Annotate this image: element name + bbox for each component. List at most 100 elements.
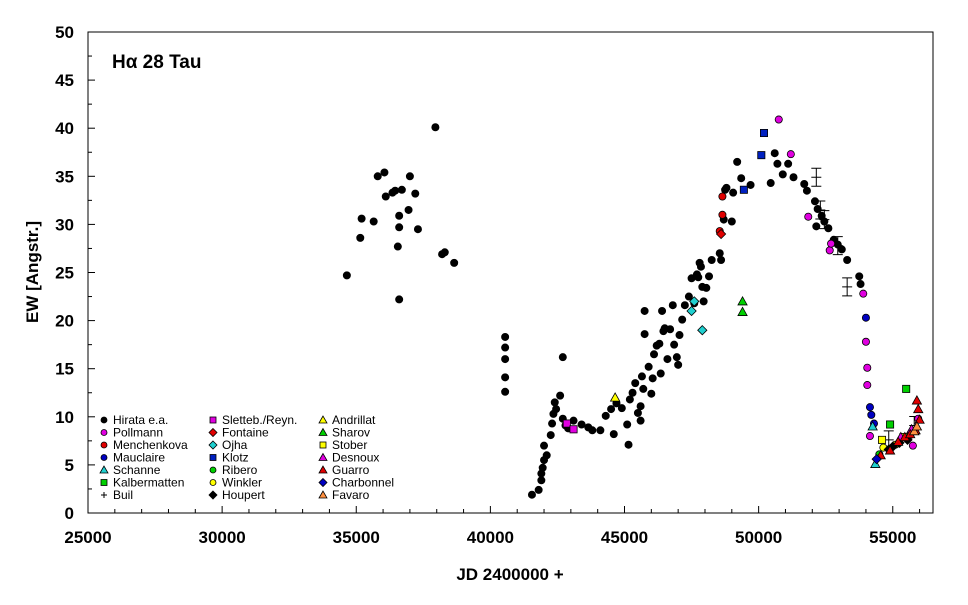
legend-label: Hirata e.a. <box>113 413 168 427</box>
data-point <box>908 425 920 436</box>
y-tick-label: 50 <box>55 23 74 42</box>
y-axis-title: EW [Angstr.] <box>23 221 42 323</box>
data-point <box>577 420 586 429</box>
y-tick-label: 20 <box>55 312 74 331</box>
data-point <box>789 173 798 182</box>
data-point <box>631 379 640 388</box>
data-point <box>861 337 870 346</box>
data-point <box>395 211 404 220</box>
data-point <box>397 185 406 194</box>
data-point <box>393 242 402 251</box>
legend-label: Ojha <box>222 438 248 452</box>
data-point <box>644 362 653 371</box>
legend-label: Mauclaire <box>113 451 165 465</box>
data-point <box>786 150 795 159</box>
data-point <box>766 179 775 188</box>
data-point <box>556 391 565 400</box>
data-point <box>680 301 689 310</box>
data-point <box>820 217 829 226</box>
data-point <box>663 355 672 364</box>
legend-marker <box>318 452 328 461</box>
legend-label: Sharov <box>332 426 370 440</box>
data-point <box>678 315 687 324</box>
legend-label: Charbonnel <box>332 476 394 490</box>
legend-label: Favaro <box>332 488 370 502</box>
data-point <box>812 222 821 231</box>
data-point <box>534 485 543 494</box>
data-point <box>558 353 567 362</box>
data-point <box>623 420 632 429</box>
data-point <box>867 421 878 431</box>
data-point <box>675 331 684 340</box>
data-point <box>863 381 872 390</box>
y-tick-label: 10 <box>55 408 74 427</box>
legend-marker <box>208 440 218 450</box>
legend: Hirata e.a.PollmannMenchenkovaMauclaireS… <box>99 413 394 502</box>
legend-label: Houpert <box>222 488 265 502</box>
data-point <box>542 451 551 460</box>
data-point <box>837 245 846 254</box>
x-tick-label: 55000 <box>869 528 916 547</box>
legend-marker <box>101 492 107 498</box>
y-tick-label: 5 <box>65 456 74 475</box>
data-point <box>696 262 705 271</box>
legend-label: Andrillat <box>332 413 376 427</box>
data-points <box>342 115 925 499</box>
data-point <box>727 217 736 226</box>
legend-marker <box>318 415 328 424</box>
data-point <box>655 339 664 348</box>
errorbar-point <box>842 277 853 297</box>
legend-marker <box>208 490 218 500</box>
data-point <box>694 273 703 282</box>
data-point <box>609 392 621 402</box>
data-point <box>757 151 766 160</box>
data-point <box>617 404 626 413</box>
axis-ticks: 0 5 10 15 20 25 30 35 40 45 50 25000 30000 35000 40000… <box>55 23 921 547</box>
data-point <box>770 149 779 158</box>
data-point <box>813 205 822 214</box>
data-point <box>737 295 748 306</box>
data-point <box>804 212 813 221</box>
data-point <box>380 168 389 177</box>
data-point <box>356 233 365 242</box>
data-point <box>827 239 836 248</box>
data-point <box>871 453 882 465</box>
data-point <box>569 416 578 425</box>
data-point <box>739 185 748 194</box>
data-point <box>697 325 708 336</box>
data-point <box>381 192 390 201</box>
data-point <box>686 305 697 317</box>
data-point <box>856 280 865 289</box>
data-point <box>552 405 561 414</box>
data-point <box>636 402 645 411</box>
data-point <box>601 411 610 420</box>
y-tick-label: 30 <box>55 215 74 234</box>
data-point <box>562 419 571 428</box>
legend-marker <box>100 454 108 461</box>
plot-area <box>87 31 934 514</box>
data-point <box>501 387 510 396</box>
data-point <box>640 306 649 315</box>
data-point <box>637 372 646 381</box>
data-point <box>746 180 755 189</box>
data-point <box>810 197 819 206</box>
data-point <box>760 129 769 138</box>
data-point <box>395 223 404 232</box>
data-point <box>702 283 711 292</box>
data-point <box>865 432 874 441</box>
data-point <box>404 205 413 214</box>
data-point <box>546 431 555 440</box>
data-point <box>707 255 716 264</box>
legend-marker <box>209 454 217 461</box>
data-point <box>911 421 923 431</box>
data-point <box>672 353 681 362</box>
y-tick-label: 35 <box>55 167 74 186</box>
data-point <box>588 426 597 435</box>
data-point <box>911 395 923 405</box>
data-point <box>722 183 731 192</box>
y-tick-label: 25 <box>55 264 74 283</box>
data-point <box>784 159 793 168</box>
x-tick-label: 40000 <box>467 528 514 547</box>
data-point <box>912 403 924 414</box>
y-tick-label: 0 <box>65 504 74 523</box>
